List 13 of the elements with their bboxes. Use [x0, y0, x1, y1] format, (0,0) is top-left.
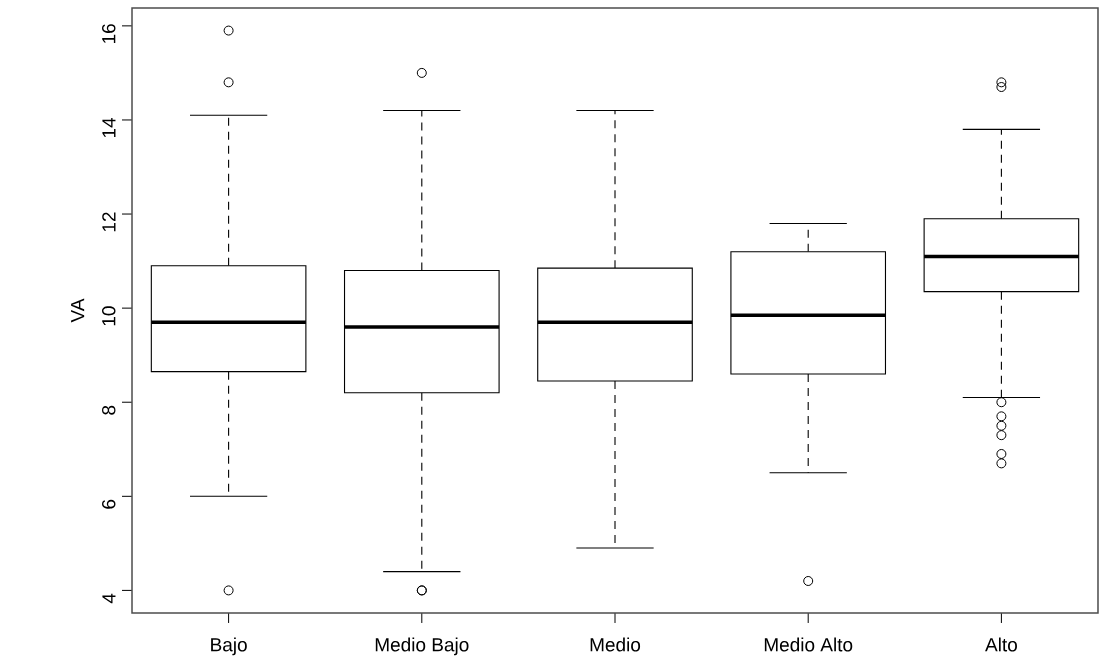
x-tick-label: Medio [590, 637, 641, 652]
y-tick-label: 12 [102, 212, 116, 232]
y-tick-label: 16 [102, 24, 116, 43]
y-tick-label: 14 [102, 117, 116, 138]
x-tick-label: Medio Alto [764, 637, 853, 652]
x-tick-label: Medio Bajo [375, 637, 469, 656]
x-tick-label: Bajo [211, 637, 247, 656]
y-tick-label: 4 [102, 593, 116, 604]
y-axis-title: VA [71, 298, 85, 323]
y-tick-label: 6 [102, 499, 116, 509]
x-tick-label: Alto [985, 637, 1017, 652]
y-tick-label: 10 [102, 306, 116, 326]
y-tick-label: 8 [102, 405, 116, 415]
